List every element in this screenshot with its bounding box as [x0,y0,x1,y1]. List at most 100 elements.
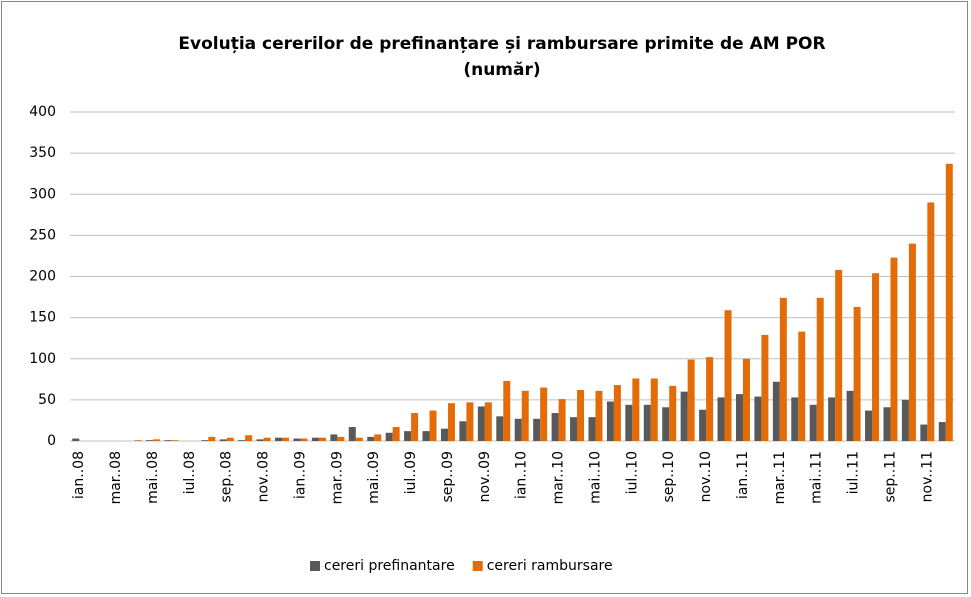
bar [551,413,559,441]
bar [392,427,400,441]
x-tick-label: sep..10 [661,451,677,503]
bar [201,440,209,441]
bar [699,409,707,441]
bar [459,421,467,441]
x-tick-label: iul..11 [846,451,862,494]
bar [595,390,603,441]
bar [171,440,179,441]
y-tick-label: 150 [29,310,56,326]
x-tick-label: nov..11 [919,451,935,502]
x-tick-label: mai..09 [366,451,382,504]
bar [226,437,234,441]
bar [798,331,806,441]
y-tick-label: 250 [29,227,56,243]
bar [853,306,861,441]
bar [816,297,824,441]
bar [742,358,750,441]
x-tick-label: ian..11 [735,451,751,499]
bar [355,437,363,441]
bar [577,390,585,441]
bar [717,397,725,441]
x-tick-label: sep..11 [882,451,898,503]
x-tick-label: mai..08 [145,451,161,504]
bar [533,418,541,441]
bar [256,439,264,441]
x-tick-label: mai..10 [587,451,603,504]
bar [706,357,714,441]
x-tick-label: mar..08 [108,451,124,504]
bar [680,391,688,441]
bar [72,438,80,441]
bar [588,417,596,441]
bar [208,436,216,441]
x-tick-label: ian..10 [514,451,530,499]
legend-label: cereri rambursare [487,558,613,574]
bar [404,431,412,441]
x-tick-label: mar..11 [772,451,788,504]
bar [883,407,891,441]
bar [865,410,873,441]
bar [300,438,308,441]
bar [164,440,172,441]
bar [835,269,843,441]
bar [337,436,345,441]
bar [809,404,817,441]
bar [477,406,485,441]
y-tick-label: 300 [29,186,56,202]
bar [330,434,338,441]
bar [282,437,290,441]
bar [466,402,474,441]
x-tick-label: sep..09 [440,451,456,503]
x-tick-label: ian..09 [292,451,308,499]
x-tick-label: mai..11 [809,451,825,504]
bar [422,431,430,441]
bar [447,403,455,441]
x-tick-label: nov..09 [477,451,493,502]
x-tick-label: nov..08 [256,451,272,502]
legend-swatch [310,561,320,571]
bar [134,440,142,441]
bar [318,437,326,441]
chart-title: Evoluția cererilor de prefinanțare și ra… [178,34,825,54]
bar [625,404,633,441]
bar [311,437,319,441]
legend-label: cereri prefinantare [324,558,455,574]
bar [521,390,529,441]
bar [367,436,375,441]
bar [429,410,437,441]
chart-subtitle: (număr) [463,60,540,80]
bar [779,297,787,441]
y-tick-label: 0 [47,433,56,449]
bar [927,202,935,441]
bar [945,163,953,441]
bar [662,407,670,441]
y-tick-label: 400 [29,104,56,120]
bar [920,424,928,441]
bar [828,397,836,441]
bar [901,399,909,441]
bar [263,437,271,441]
bar [570,417,578,441]
bar [503,380,511,441]
bar [411,413,419,441]
bar [754,396,762,441]
bar [514,418,522,441]
bar [791,397,799,441]
bar [540,387,548,441]
x-tick-label: iul..09 [403,451,419,494]
bar [275,437,283,441]
bar [219,439,227,441]
bar [245,435,253,441]
x-tick-label: iul..08 [182,451,198,494]
bar [650,378,658,441]
bar [613,385,621,441]
x-tick-label: ian..08 [71,451,87,499]
legend-swatch [472,561,483,571]
bar [152,439,160,441]
bar [908,243,916,441]
bar [872,273,880,441]
bar [293,438,301,441]
y-tick-label: 350 [29,145,56,161]
bar [846,390,854,441]
